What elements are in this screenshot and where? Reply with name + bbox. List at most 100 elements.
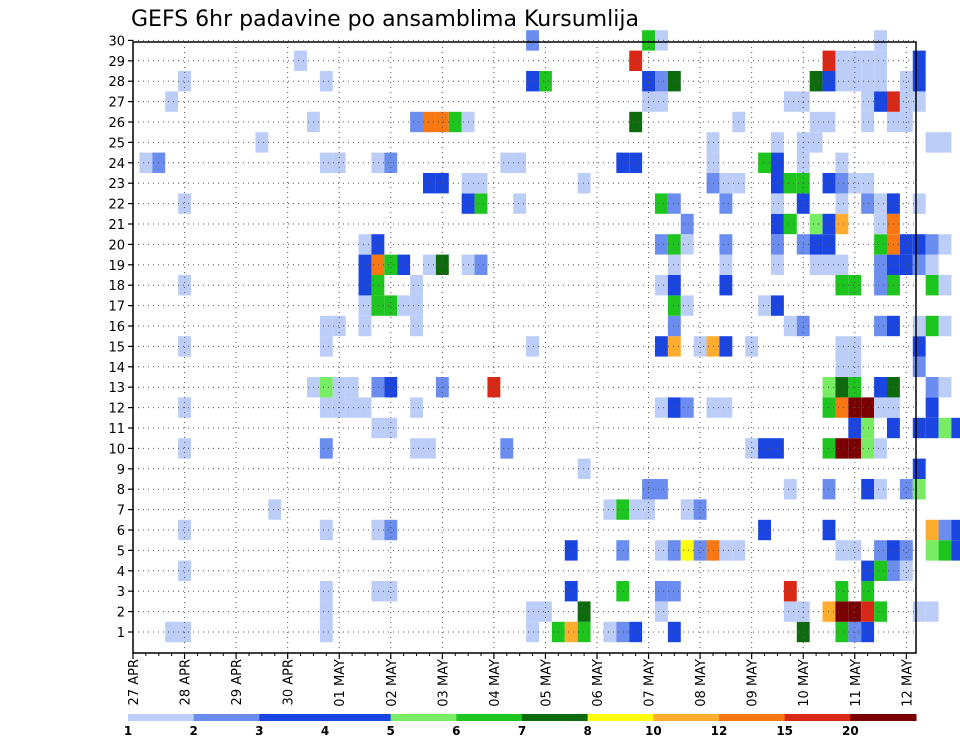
cell [667,234,681,255]
cell [783,213,797,235]
cell [912,356,926,377]
cell [848,275,862,296]
cells-layer [139,30,960,643]
cell [178,336,191,357]
legend-swatch [128,714,195,721]
cell [874,540,887,561]
cell [667,315,681,337]
cell [435,173,449,194]
cell [319,601,333,622]
cell [822,213,836,235]
cell [719,234,733,255]
cell [809,132,823,153]
cell [925,519,939,541]
cell [861,111,875,133]
cell [835,152,849,173]
cell [474,254,488,275]
cell [526,336,539,357]
cell [848,540,862,561]
legend-swatch [193,714,260,721]
legend-swatch [325,714,392,721]
cell [912,234,926,255]
cell [667,71,681,92]
legend-swatch [390,714,457,721]
cell [655,91,668,112]
cell [667,295,681,316]
cell [938,377,952,398]
cell [680,499,694,520]
cell [616,152,630,173]
x-tick-label: 02 MAY [385,659,400,707]
cell [667,275,681,296]
legend-swatch [259,714,326,721]
legend-swatch [653,714,720,721]
cell [603,499,617,520]
cell [809,213,823,235]
cell [912,336,926,357]
y-tick-label: 30 [108,34,125,49]
cell [655,540,668,561]
cell [809,254,823,275]
cell [771,152,784,173]
y-tick-label: 15 [108,340,125,355]
cell [874,30,887,51]
cell [835,336,849,357]
cell [861,417,875,439]
cell [680,213,694,235]
cell [629,621,643,643]
x-tick-label: 01 MAY [333,659,348,707]
cell [899,91,913,112]
cell [564,581,578,602]
y-tick-label: 26 [108,116,125,131]
cell [951,540,960,561]
cell [655,193,668,214]
cell [655,479,668,500]
cell [358,295,372,316]
cell [667,621,681,643]
cell [564,621,578,643]
cell [539,71,552,92]
legend-label: 7 [518,724,526,738]
cell [719,173,733,194]
cell [655,234,668,255]
y-tick-label: 24 [108,157,125,172]
cell [861,438,875,459]
cell [371,417,385,439]
cell [410,111,423,133]
cell [745,438,759,459]
legend-label: 3 [255,724,263,738]
cell [951,417,960,439]
x-tick-label: 28 APR [179,659,194,705]
cell [874,479,887,500]
legend-label: 20 [842,724,859,738]
cell [667,336,681,357]
cell [526,601,539,622]
cell [423,173,436,194]
cell [861,91,875,112]
cell [848,173,862,194]
cell [771,132,784,153]
cell [809,111,823,133]
cell [719,193,733,214]
cell [822,50,836,71]
cell [835,581,849,602]
cell [835,356,849,377]
x-tick-label: 27 APR [127,659,142,705]
cell [526,71,539,92]
cell [358,397,372,418]
x-tick-label: 09 MAY [746,659,761,707]
cell [616,621,630,643]
cell [345,397,359,418]
cell [319,519,333,541]
cell [822,173,836,194]
y-tick-label: 5 [117,544,125,559]
x-tick-label: 03 MAY [436,659,451,707]
cell [835,193,849,214]
cell [667,540,681,561]
cell [912,50,926,71]
cell [693,540,707,561]
cell [835,173,849,194]
cell [319,377,333,398]
cell [319,581,333,602]
cell [771,173,784,194]
